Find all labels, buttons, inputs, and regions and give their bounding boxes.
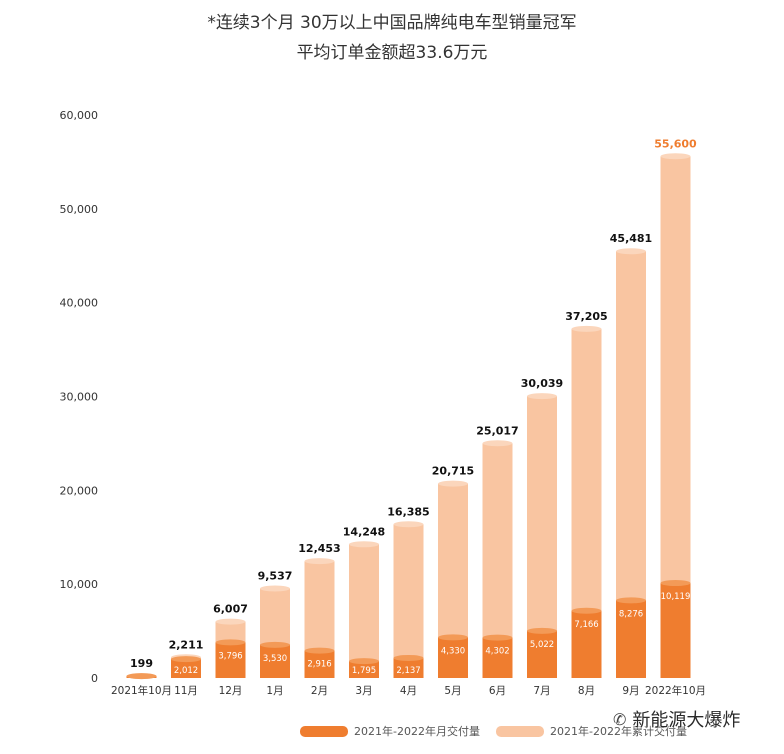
x-tick-label: 2022年10月 (645, 684, 706, 697)
bar-monthly-cap (304, 647, 335, 654)
x-tick-label: 12月 (219, 685, 243, 697)
bar-monthly (393, 657, 424, 678)
legend-swatch-monthly (300, 725, 348, 737)
bar-cumulative-cap (571, 325, 602, 332)
bar-cumulative-cap (438, 480, 468, 487)
data-label-cumulative: 199 (130, 657, 153, 670)
bar-monthly-cap (527, 627, 557, 634)
data-label-cumulative: 25,017 (476, 424, 518, 437)
bar-monthly-cap (393, 654, 424, 661)
bar-monthly-cap (171, 656, 201, 663)
bar-monthly-cap (616, 597, 646, 604)
bar-monthly (571, 610, 602, 678)
bar-cumulative-cap (260, 585, 290, 592)
bar-monthly-cap (571, 607, 602, 614)
data-label-cumulative: 45,481 (610, 232, 652, 245)
x-tick-label: 2月 (311, 685, 328, 697)
data-label-monthly: 3,530 (263, 654, 287, 664)
bar-monthly-cap (349, 658, 379, 665)
bar-cumulative-cap (616, 248, 646, 255)
bar-cumulative-cap (527, 393, 557, 400)
y-tick-label: 10,000 (60, 578, 99, 591)
data-label-cumulative: 2,211 (169, 638, 204, 651)
legend-label-monthly: 2021年-2022年月交付量 (354, 725, 480, 738)
y-tick-label: 20,000 (60, 484, 99, 497)
data-label-cumulative: 14,248 (343, 525, 385, 538)
data-label-cumulative: 55,600 (654, 137, 697, 150)
x-tick-label: 1月 (266, 685, 283, 697)
y-tick-label: 0 (91, 672, 98, 685)
data-label-monthly: 4,330 (441, 646, 465, 656)
x-tick-label: 8月 (578, 685, 595, 697)
bar-monthly-cap (260, 641, 290, 648)
y-tick-label: 30,000 (60, 391, 99, 404)
bar-monthly (215, 642, 246, 678)
bar-monthly-cap (660, 580, 691, 587)
chart-subtitle: 平均订单金额超33.6万元 (296, 43, 488, 63)
x-tick-label: 5月 (444, 685, 461, 697)
data-label-cumulative: 30,039 (521, 377, 563, 390)
bar-cumulative-cap (215, 618, 246, 625)
y-tick-label: 50,000 (60, 203, 99, 216)
legend-label-cumulative: 2021年-2022年累计交付量 (550, 725, 687, 738)
data-label-monthly: 2,137 (396, 666, 420, 676)
x-tick-label: 3月 (355, 685, 372, 697)
data-label-monthly: 10,119 (661, 592, 691, 602)
data-label-monthly: 5,022 (530, 640, 554, 650)
bar-monthly-cap (482, 634, 513, 641)
wechat-icon: ✆ (613, 709, 627, 729)
data-label-monthly: 2,916 (307, 660, 331, 670)
legend-monthly: 2021年-2022年月交付量 (300, 722, 480, 740)
bar-cumulative (349, 544, 379, 678)
x-tick-label: 6月 (489, 685, 506, 697)
data-label-cumulative: 12,453 (298, 542, 340, 555)
watermark-text: 新能源大爆炸 (632, 710, 741, 731)
bar-cumulative-cap (304, 558, 335, 565)
bar-monthly (349, 661, 379, 678)
bar-monthly (304, 650, 335, 678)
bar-cumulative (393, 524, 424, 678)
data-label-monthly: 7,166 (574, 620, 598, 630)
x-tick-label: 9月 (622, 685, 639, 697)
x-tick-label: 2021年10月 (111, 684, 172, 697)
bar-monthly-cap (126, 673, 157, 680)
bar-monthly-cap (438, 634, 468, 641)
data-label-monthly: 8,276 (619, 609, 643, 619)
data-label-monthly: 2,012 (174, 666, 198, 676)
data-label-monthly: 3,796 (218, 651, 242, 661)
bar-cumulative-cap (660, 153, 691, 160)
bar-cumulative-cap (482, 440, 513, 447)
legend-swatch-cumulative (496, 725, 544, 737)
bar-monthly (171, 659, 201, 678)
x-tick-label: 7月 (533, 685, 550, 697)
x-tick-label: 4月 (400, 685, 417, 697)
data-label-cumulative: 6,007 (213, 603, 248, 616)
bar-monthly (438, 637, 468, 678)
chart-title: *连续3个月 30万以上中国品牌纯电车型销量冠军 (207, 13, 577, 33)
bar-monthly-cap (215, 639, 246, 646)
bar-monthly (260, 644, 290, 678)
legend-cumulative: 2021年-2022年累计交付量 (496, 722, 687, 740)
y-tick-label: 60,000 (60, 109, 99, 122)
data-label-cumulative: 37,205 (565, 310, 607, 323)
bar-monthly (660, 583, 691, 678)
x-tick-label: 11月 (174, 685, 198, 697)
data-label-cumulative: 16,385 (387, 505, 429, 518)
data-label-cumulative: 9,537 (258, 570, 293, 583)
data-label-monthly: 4,302 (485, 647, 509, 657)
watermark: ✆ 新能源大爆炸 (613, 706, 740, 732)
bar-monthly (527, 630, 557, 678)
y-tick-label: 40,000 (60, 297, 99, 310)
bar-monthly (616, 600, 646, 678)
data-label-monthly: 1,795 (352, 666, 376, 676)
data-label-cumulative: 20,715 (432, 465, 474, 478)
bar-cumulative-cap (393, 521, 424, 528)
bar-cumulative-cap (349, 541, 379, 548)
bar-monthly (482, 637, 513, 678)
